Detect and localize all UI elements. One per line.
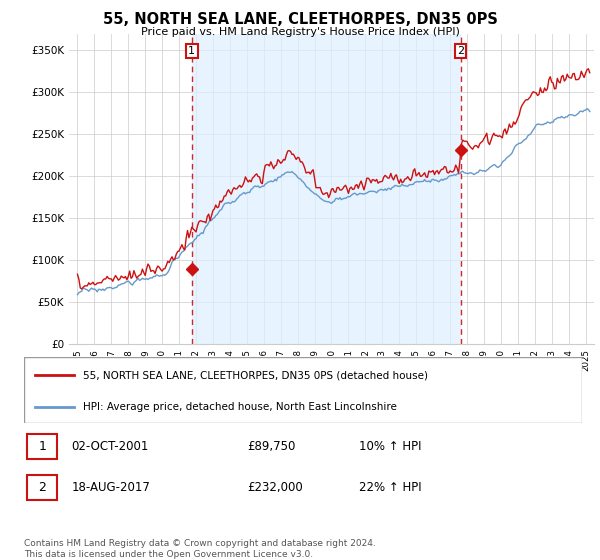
Text: 10% ↑ HPI: 10% ↑ HPI [359,440,421,453]
Text: HPI: Average price, detached house, North East Lincolnshire: HPI: Average price, detached house, Nort… [83,402,397,412]
Text: 22% ↑ HPI: 22% ↑ HPI [359,481,421,494]
Text: £89,750: £89,750 [247,440,296,453]
Text: 55, NORTH SEA LANE, CLEETHORPES, DN35 0PS: 55, NORTH SEA LANE, CLEETHORPES, DN35 0P… [103,12,497,27]
Text: 1: 1 [188,46,195,56]
Text: 02-OCT-2001: 02-OCT-2001 [71,440,149,453]
FancyBboxPatch shape [27,475,58,500]
Text: Price paid vs. HM Land Registry's House Price Index (HPI): Price paid vs. HM Land Registry's House … [140,27,460,37]
Bar [192,34,461,344]
Text: £232,000: £232,000 [247,481,303,494]
FancyBboxPatch shape [27,434,58,459]
Text: 55, NORTH SEA LANE, CLEETHORPES, DN35 0PS (detached house): 55, NORTH SEA LANE, CLEETHORPES, DN35 0P… [83,370,428,380]
Text: 2: 2 [38,481,46,494]
Text: 18-AUG-2017: 18-AUG-2017 [71,481,151,494]
Text: 2: 2 [457,46,464,56]
FancyBboxPatch shape [24,357,582,423]
Text: 1: 1 [38,440,46,453]
Text: Contains HM Land Registry data © Crown copyright and database right 2024.
This d: Contains HM Land Registry data © Crown c… [24,539,376,559]
